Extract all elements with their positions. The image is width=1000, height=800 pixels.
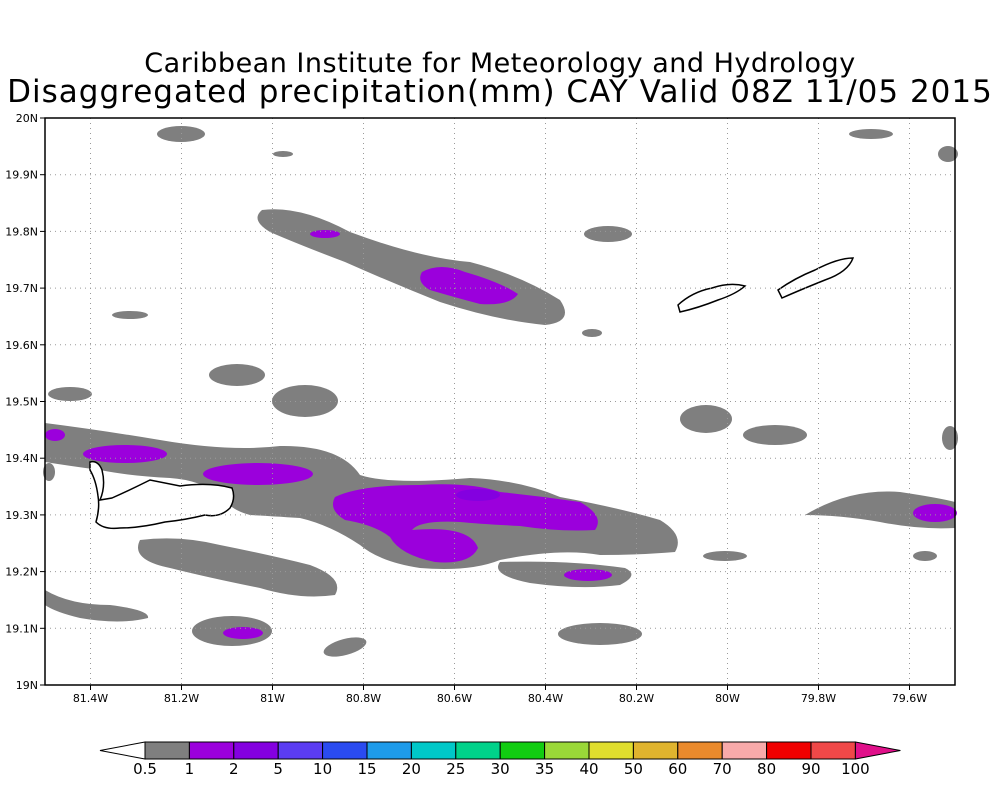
colorbar-swatch	[588, 741, 634, 760]
precip-area	[332, 484, 598, 563]
precip-area	[138, 538, 338, 597]
x-tick-label: 80W	[715, 692, 740, 705]
x-tick-label: 80.6W	[437, 692, 472, 705]
x-tick-label: 81.4W	[73, 692, 108, 705]
precip-area	[584, 226, 632, 242]
precip-area	[680, 405, 732, 433]
y-tick-label: 19N	[16, 679, 38, 692]
little-cayman-island	[677, 283, 747, 313]
precip-area	[43, 463, 55, 481]
x-tick-label: 80.8W	[346, 692, 381, 705]
precip-area	[45, 590, 149, 622]
precip-area	[203, 463, 313, 485]
colorbar-label: 5	[273, 760, 283, 778]
colorbar-swatch	[366, 741, 412, 760]
precip-area	[558, 623, 642, 645]
colorbar-label: 20	[402, 760, 421, 778]
colorbar-label: 15	[357, 760, 376, 778]
precip-area	[310, 230, 340, 238]
colorbar-label: 10	[313, 760, 332, 778]
cayman-brac-island	[777, 257, 855, 299]
x-tick-label: 81.2W	[164, 692, 199, 705]
y-tick-label: 19.3N	[5, 509, 38, 522]
y-tick-label: 19.7N	[5, 282, 38, 295]
grand-cayman-island	[89, 460, 235, 530]
colorbar-swatch	[766, 741, 812, 760]
colorbar-swatch	[233, 741, 279, 760]
x-tick-label: 80.2W	[619, 692, 654, 705]
x-tick-label: 79.6W	[892, 692, 927, 705]
x-tick-label: 81W	[260, 692, 285, 705]
y-tick-label: 19.8N	[5, 225, 38, 238]
precip-area	[223, 627, 263, 639]
precip-area	[703, 551, 747, 561]
y-tick-label: 19.4N	[5, 452, 38, 465]
colorbar-label: 35	[535, 760, 554, 778]
colorbar-swatch	[277, 741, 324, 760]
colorbar-swatch	[410, 741, 457, 760]
colorbar-label: 50	[624, 760, 643, 778]
precip-area	[942, 426, 958, 450]
precip-area	[83, 445, 167, 463]
x-axis: 81.4W 81.2W 81W 80.8W 80.6W 80.4W 80.2W 80W 79.8…	[73, 685, 927, 705]
precip-area	[48, 387, 92, 401]
colorbar-swatch	[144, 741, 190, 760]
colorbar-swatch	[810, 741, 856, 760]
y-tick-label: 20N	[16, 112, 38, 125]
precip-area	[849, 129, 893, 139]
x-tick-label: 80.4W	[528, 692, 563, 705]
precip-area	[323, 637, 367, 657]
precip-area	[420, 267, 518, 305]
colorbar-swatch	[677, 741, 723, 760]
colorbar-label: 1	[185, 760, 195, 778]
colorbar-label: 60	[668, 760, 687, 778]
chart-title-line2: Disaggregated precipitation(mm) CAY Vali…	[7, 74, 993, 110]
precip-area	[913, 504, 957, 522]
colorbar-label: 90	[801, 760, 820, 778]
colorbar-label: 30	[491, 760, 510, 778]
colorbar-swatch	[188, 741, 235, 760]
precip-area	[112, 311, 148, 319]
colorbar-under-triangle	[99, 741, 146, 760]
precip-area	[913, 551, 937, 561]
colorbar-swatch	[632, 741, 679, 760]
chart-title-line1: Caribbean Institute for Meteorology and …	[144, 48, 856, 79]
colorbar-label: 40	[579, 760, 598, 778]
colorbar: 0.5 1 2 5 10 15 20 25 30 35 40 50 60 70 80 90 100	[99, 741, 901, 778]
precip-area	[743, 425, 807, 445]
y-tick-label: 19.1N	[5, 622, 38, 635]
colorbar-swatch	[499, 741, 546, 760]
colorbar-over-triangle	[854, 741, 901, 760]
y-tick-label: 19.5N	[5, 396, 38, 409]
precip-area	[938, 146, 958, 162]
island-outlines	[89, 257, 855, 530]
precip-area	[45, 429, 65, 441]
precip-area	[564, 569, 612, 581]
precip-area	[456, 489, 500, 501]
precip-area	[582, 329, 602, 337]
colorbar-label: 25	[446, 760, 465, 778]
gridlines	[45, 118, 955, 685]
colorbar-swatch	[544, 741, 590, 760]
colorbar-label: 70	[713, 760, 732, 778]
colorbar-swatch	[721, 741, 768, 760]
colorbar-swatch	[455, 741, 501, 760]
colorbar-label: 0.5	[133, 760, 157, 778]
precip-area	[209, 364, 265, 386]
precip-area	[805, 491, 955, 529]
y-axis: 19N 19.1N 19.2N 19.3N 19.4N 19.5N 19.6N 19.7N 19…	[5, 112, 45, 692]
precip-area	[273, 151, 293, 157]
y-tick-label: 19.9N	[5, 169, 38, 182]
colorbar-label: 80	[757, 760, 776, 778]
colorbar-swatch	[322, 741, 368, 760]
colorbar-label: 100	[841, 760, 870, 778]
colorbar-label: 2	[229, 760, 239, 778]
y-tick-label: 19.2N	[5, 566, 38, 579]
precip-contours	[43, 126, 958, 657]
y-tick-label: 19.6N	[5, 339, 38, 352]
x-tick-label: 79.8W	[801, 692, 836, 705]
